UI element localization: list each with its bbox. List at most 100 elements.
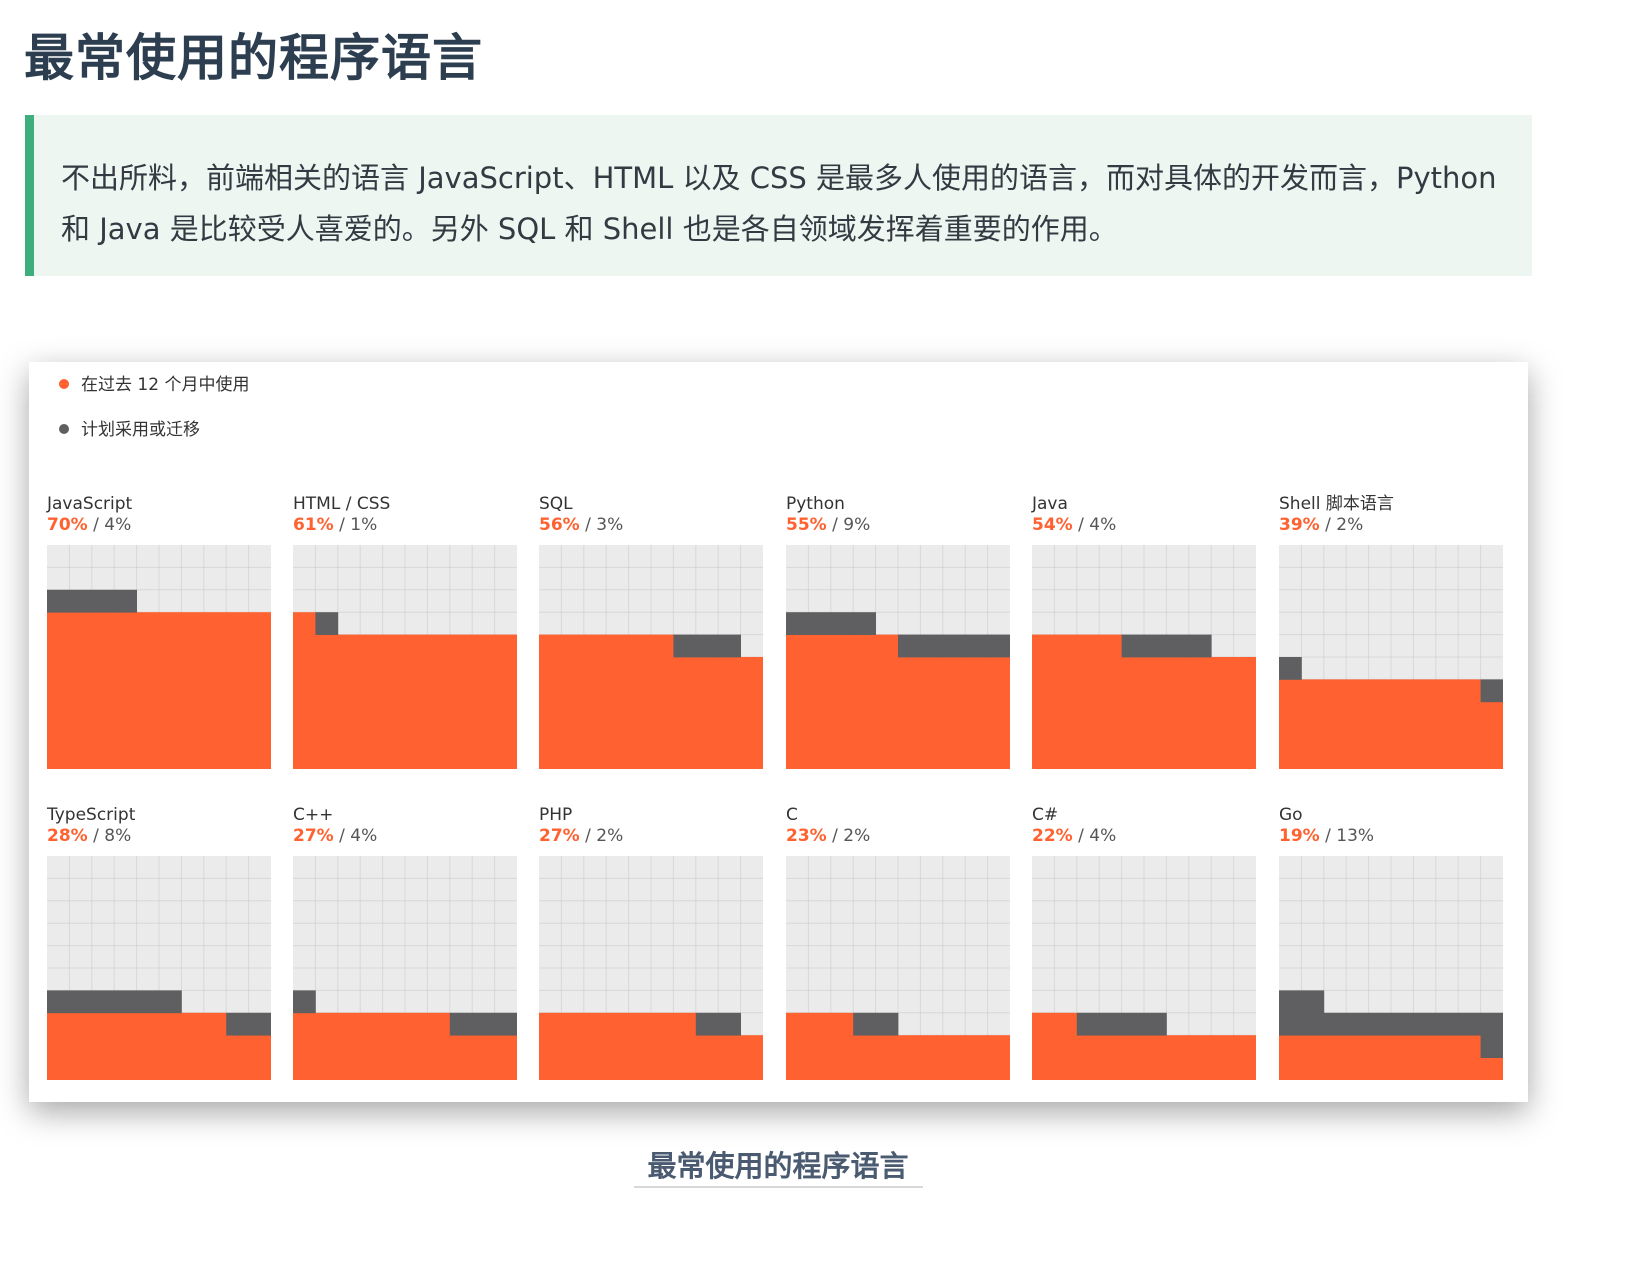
- waffle-cell-used: [1301, 1057, 1325, 1080]
- waffle-cell-empty: [1166, 567, 1190, 591]
- waffle-cell-used: [606, 657, 629, 680]
- waffle-cell-empty: [1233, 634, 1256, 658]
- waffle-cell-empty: [1032, 589, 1055, 613]
- waffle-cell-empty: [1435, 545, 1459, 568]
- waffle-cell-used: [1166, 701, 1190, 725]
- waffle-cell-empty: [628, 567, 652, 591]
- waffle-cell-planned: [1480, 1012, 1503, 1036]
- waffle-cell-empty: [315, 945, 339, 969]
- waffle-cell-used: [673, 679, 697, 703]
- waffle-cell-empty: [91, 968, 115, 991]
- waffle-cell-used: [1211, 1035, 1234, 1058]
- tile-stats: 70% / 4%: [47, 515, 131, 535]
- waffle-cell-used: [1368, 724, 1392, 747]
- waffle-cell-empty: [718, 878, 741, 902]
- waffle-cell-empty: [606, 968, 629, 991]
- waffle-cell-empty: [1458, 923, 1481, 946]
- waffle-cell-empty: [47, 945, 70, 969]
- waffle-cell-used: [181, 746, 205, 769]
- waffle-cell-empty: [203, 589, 227, 613]
- waffle-cell-empty: [651, 968, 674, 991]
- waffle-cell-used: [898, 724, 921, 747]
- waffle-cell-empty: [1301, 968, 1325, 991]
- waffle-cell-used: [360, 724, 383, 747]
- waffle-cell-planned: [808, 612, 832, 635]
- waffle-cell-used: [1323, 701, 1347, 725]
- waffle-cell-empty: [718, 923, 741, 946]
- waffle-cell-used: [293, 657, 316, 680]
- waffle-cell-empty: [875, 968, 899, 991]
- waffle-cell-used: [942, 679, 966, 703]
- waffle-cell-used: [1458, 1035, 1481, 1058]
- waffle-cell-used: [114, 724, 137, 747]
- waffle-cell-empty: [740, 990, 763, 1014]
- waffle-cell-empty: [405, 878, 428, 902]
- waffle-cell-used: [1458, 746, 1481, 769]
- waffle-cell-used: [740, 724, 763, 747]
- waffle-cell-empty: [203, 900, 227, 924]
- used-percent-label: 27%: [539, 826, 580, 846]
- waffle-cell-used: [69, 657, 93, 680]
- waffle-cell-empty: [1435, 612, 1459, 635]
- used-percent-label: 22%: [1032, 826, 1073, 846]
- waffle-cell-used: [875, 746, 899, 769]
- waffle-cell-empty: [159, 878, 182, 902]
- waffle-cell-empty: [1458, 612, 1481, 635]
- waffle-cell-empty: [808, 567, 832, 591]
- waffle-cell-empty: [315, 968, 339, 991]
- waffle-cell-used: [539, 724, 562, 747]
- waffle-cell-empty: [1346, 589, 1369, 613]
- waffle-cell-empty: [695, 878, 719, 902]
- waffle-cell-used: [1279, 746, 1302, 769]
- waffle-cell-empty: [47, 545, 70, 568]
- waffle-cell-empty: [1480, 545, 1503, 568]
- waffle-cell-empty: [1323, 612, 1347, 635]
- waffle-cell-empty: [1121, 945, 1145, 969]
- waffle-cell-empty: [1323, 923, 1347, 946]
- waffle-cell-used: [740, 701, 763, 725]
- waffle-cell-empty: [1279, 634, 1302, 658]
- waffle-cell-empty: [405, 923, 428, 946]
- waffle-cell-empty: [1413, 945, 1437, 969]
- waffle-cell-empty: [181, 878, 205, 902]
- waffle-cell-empty: [1121, 923, 1145, 946]
- waffle-cell-empty: [718, 612, 741, 635]
- waffle-cell-used: [1032, 1035, 1055, 1058]
- waffle-cell-used: [1346, 746, 1369, 769]
- waffle-cell-empty: [315, 567, 339, 591]
- waffle-cell-planned: [875, 1012, 899, 1036]
- waffle-cell-used: [853, 701, 876, 725]
- waffle-cell-empty: [1054, 589, 1078, 613]
- waffle-cell-empty: [920, 589, 944, 613]
- planned-percent-label: 4%: [1089, 515, 1117, 535]
- waffle-cell-empty: [1301, 589, 1325, 613]
- waffle-cell-empty: [1032, 900, 1055, 924]
- waffle-cell-empty: [987, 1012, 1010, 1036]
- waffle-cell-empty: [853, 945, 876, 969]
- waffle-cell-empty: [830, 878, 854, 902]
- waffle-cell-used: [226, 701, 249, 725]
- tile-stats: 19% / 13%: [1279, 826, 1374, 846]
- waffle-cell-empty: [695, 567, 719, 591]
- waffle-cell-empty: [1301, 878, 1325, 902]
- waffle-cell-empty: [561, 878, 585, 902]
- waffle-cell-empty: [181, 856, 205, 879]
- waffle-cell-empty: [1458, 634, 1481, 658]
- waffle-cell-used: [786, 657, 809, 680]
- waffle-cell-empty: [494, 900, 517, 924]
- waffle-cell-used: [561, 1012, 585, 1036]
- waffle-cell-empty: [159, 567, 182, 591]
- waffle-cell-used: [203, 1012, 227, 1036]
- waffle-cell-used: [494, 657, 517, 680]
- used-percent-label: 39%: [1279, 515, 1320, 535]
- planned-percent-label: 9%: [843, 515, 871, 535]
- waffle-cell-used: [203, 1057, 227, 1080]
- waffle-cell-empty: [1188, 968, 1212, 991]
- waffle-cell-used: [1480, 1057, 1503, 1080]
- waffle-cell-used: [427, 1012, 451, 1036]
- waffle-cell-used: [114, 657, 137, 680]
- waffle-cell-empty: [1480, 900, 1503, 924]
- waffle-cell-empty: [830, 589, 854, 613]
- waffle-cell-empty: [136, 856, 160, 879]
- waffle-cell-empty: [1323, 856, 1347, 879]
